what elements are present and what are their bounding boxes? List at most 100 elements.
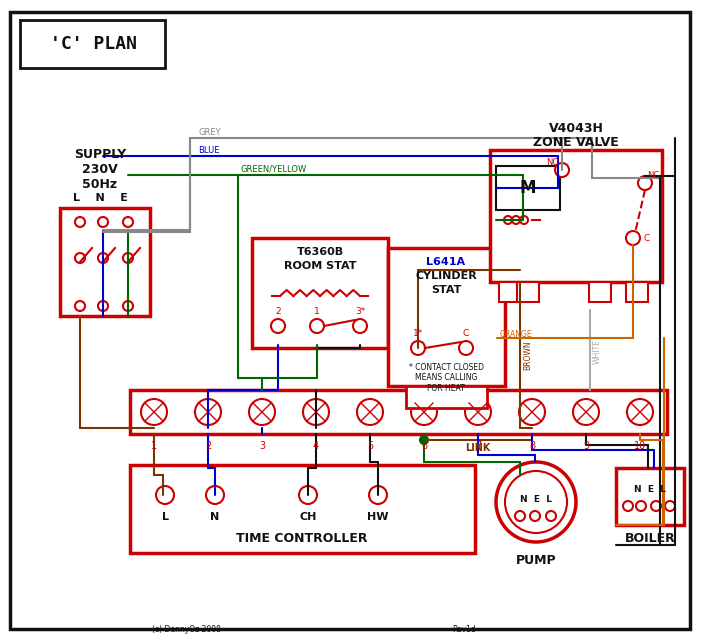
- Circle shape: [636, 501, 646, 511]
- Text: BROWN: BROWN: [523, 340, 532, 370]
- Text: NC: NC: [647, 171, 659, 180]
- Circle shape: [505, 471, 567, 533]
- Bar: [130, 465, 475, 553]
- Circle shape: [369, 486, 387, 504]
- Text: WHITE: WHITE: [593, 340, 602, 365]
- Text: BOILER: BOILER: [625, 533, 675, 545]
- Circle shape: [519, 399, 545, 425]
- Bar: [20, 20, 165, 68]
- Circle shape: [271, 319, 285, 333]
- Text: * CONTACT CLOSED
MEANS CALLING
FOR HEAT: * CONTACT CLOSED MEANS CALLING FOR HEAT: [409, 363, 484, 393]
- Text: NO: NO: [546, 158, 559, 167]
- Bar: [626, 282, 648, 302]
- Circle shape: [156, 486, 174, 504]
- Circle shape: [299, 486, 317, 504]
- Text: T6360B: T6360B: [296, 247, 343, 257]
- Text: SUPPLY
230V
50Hz: SUPPLY 230V 50Hz: [74, 148, 126, 191]
- Circle shape: [627, 399, 653, 425]
- Text: 6: 6: [421, 441, 427, 451]
- Text: 9: 9: [583, 441, 589, 451]
- Text: 7: 7: [475, 441, 481, 451]
- Circle shape: [98, 253, 108, 263]
- Circle shape: [411, 341, 425, 355]
- Circle shape: [123, 217, 133, 227]
- Text: 3: 3: [259, 441, 265, 451]
- Circle shape: [626, 231, 640, 245]
- Circle shape: [530, 511, 540, 521]
- Text: N: N: [211, 512, 220, 522]
- Text: 3*: 3*: [355, 307, 365, 316]
- Circle shape: [75, 217, 85, 227]
- Text: (c) DennyOz 2008: (c) DennyOz 2008: [152, 626, 221, 635]
- Circle shape: [651, 501, 661, 511]
- Circle shape: [303, 399, 329, 425]
- Circle shape: [504, 216, 512, 224]
- Text: LINK: LINK: [465, 443, 491, 453]
- Text: CYLINDER: CYLINDER: [415, 271, 477, 281]
- Circle shape: [465, 399, 491, 425]
- Text: CH: CH: [299, 512, 317, 522]
- Text: ZONE VALVE: ZONE VALVE: [533, 135, 619, 149]
- Bar: [406, 386, 487, 408]
- Text: STAT: STAT: [431, 285, 461, 295]
- Bar: [60, 208, 150, 316]
- Circle shape: [75, 301, 85, 311]
- Text: ROOM STAT: ROOM STAT: [284, 261, 356, 271]
- Text: C: C: [463, 329, 469, 338]
- Text: 5: 5: [367, 441, 373, 451]
- Circle shape: [638, 176, 652, 190]
- Circle shape: [206, 486, 224, 504]
- Text: PUMP: PUMP: [516, 553, 556, 567]
- Text: ORANGE: ORANGE: [500, 329, 533, 338]
- Circle shape: [357, 399, 383, 425]
- Bar: [517, 282, 539, 302]
- Text: HW: HW: [367, 512, 389, 522]
- Circle shape: [420, 436, 428, 444]
- Circle shape: [512, 216, 520, 224]
- Text: GREY: GREY: [198, 128, 220, 137]
- Text: N  E  L: N E L: [634, 485, 666, 494]
- Text: L: L: [161, 512, 168, 522]
- Bar: [499, 282, 521, 302]
- Text: Rev1d: Rev1d: [452, 626, 476, 635]
- Text: BLUE: BLUE: [198, 146, 220, 154]
- Circle shape: [249, 399, 275, 425]
- Text: 1: 1: [314, 307, 320, 316]
- Circle shape: [141, 399, 167, 425]
- Text: 'C' PLAN: 'C' PLAN: [50, 35, 136, 53]
- Text: 2: 2: [205, 441, 211, 451]
- Bar: [490, 150, 662, 282]
- Circle shape: [123, 301, 133, 311]
- Circle shape: [515, 511, 525, 521]
- Text: 10: 10: [634, 441, 646, 451]
- Circle shape: [555, 163, 569, 177]
- Circle shape: [75, 253, 85, 263]
- Bar: [252, 238, 388, 348]
- Circle shape: [98, 217, 108, 227]
- Circle shape: [411, 399, 437, 425]
- Text: GREEN/YELLOW: GREEN/YELLOW: [240, 165, 306, 174]
- Text: N  E  L: N E L: [520, 495, 552, 504]
- Circle shape: [623, 501, 633, 511]
- Circle shape: [546, 511, 556, 521]
- Text: 2: 2: [275, 307, 281, 316]
- Circle shape: [665, 501, 675, 511]
- Bar: [589, 282, 611, 302]
- Bar: [130, 390, 667, 434]
- Circle shape: [98, 301, 108, 311]
- Circle shape: [195, 399, 221, 425]
- Text: TIME CONTROLLER: TIME CONTROLLER: [237, 533, 368, 545]
- Circle shape: [123, 253, 133, 263]
- Circle shape: [496, 462, 576, 542]
- Text: L641A: L641A: [426, 257, 465, 267]
- Circle shape: [459, 341, 473, 355]
- Bar: [496, 166, 560, 210]
- Text: V4043H: V4043H: [548, 122, 604, 135]
- Text: 1*: 1*: [413, 329, 423, 338]
- Text: 1: 1: [151, 441, 157, 451]
- Bar: [388, 248, 505, 386]
- Circle shape: [520, 216, 528, 224]
- Bar: [616, 468, 684, 525]
- Text: 8: 8: [529, 441, 535, 451]
- Text: C: C: [643, 233, 649, 242]
